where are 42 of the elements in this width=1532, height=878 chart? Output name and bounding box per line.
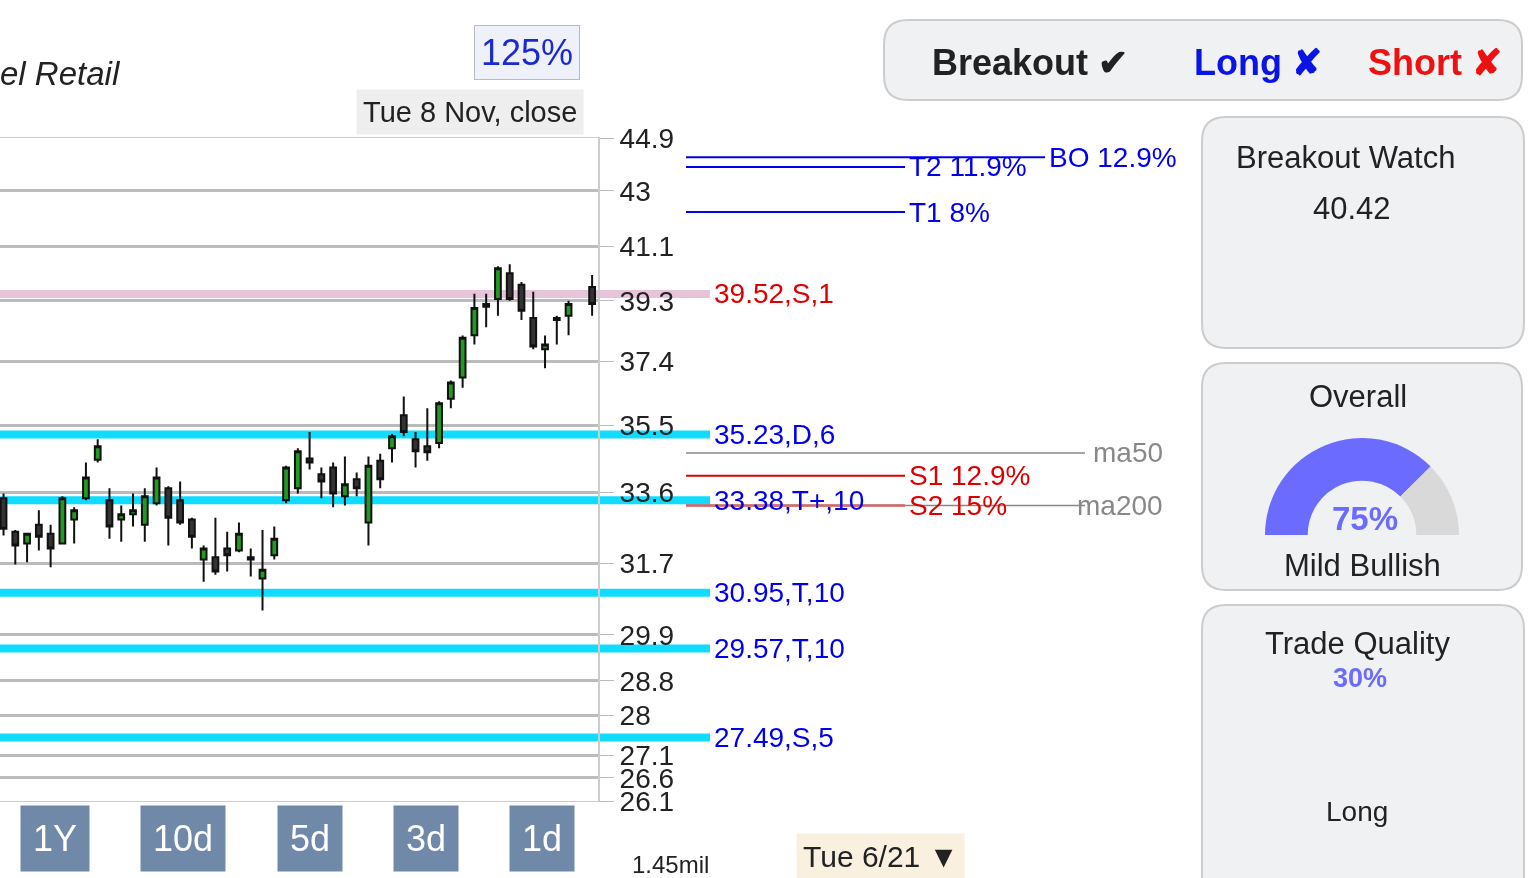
y-tick-label: 31.7 — [619, 548, 675, 580]
text: Tue 6/21 ▼ — [803, 840, 959, 873]
text: 1.45mil — [632, 851, 710, 878]
ref-line-label: ma50 — [1093, 437, 1164, 468]
ref-line-label: 29.57,T,10 — [714, 633, 845, 664]
chart-title: Overall — [1309, 379, 1408, 414]
ref-line-label: 39.52,S,1 — [714, 278, 834, 309]
text: Breakout ✔ — [932, 42, 1129, 83]
text: 125% — [481, 32, 574, 73]
data-label: 75% — [1332, 500, 1399, 537]
text: Long ✘ — [1194, 42, 1322, 83]
ref-line-label: 35.23,D,6 — [714, 419, 836, 450]
ref-line-label: S1 12.9% — [909, 460, 1031, 491]
text: 5d — [290, 818, 331, 859]
text: 3d — [406, 818, 447, 859]
ref-line-label: 27.49,S,5 — [714, 722, 834, 753]
text: Trade Quality — [1265, 626, 1451, 661]
y-tick-label: 39.3 — [619, 285, 675, 317]
y-tick-label: 43 — [619, 175, 651, 207]
y-tick-label: 28.8 — [619, 665, 675, 697]
y-tick-label: 28 — [619, 699, 651, 731]
y-tick-label: 41.1 — [619, 230, 675, 262]
chart-subtitle: Tue 8 Nov, close — [363, 96, 578, 128]
text: Short ✘ — [1368, 42, 1502, 83]
text: 1d — [522, 818, 563, 859]
text: Mild Bullish — [1284, 548, 1441, 583]
ref-line-label: S2 15% — [909, 490, 1008, 521]
ref-line-label: 30.95,T,10 — [714, 577, 845, 608]
y-tick-label: 37.4 — [619, 346, 675, 378]
text: Breakout Watch — [1236, 140, 1456, 175]
text: 10d — [153, 818, 214, 859]
y-tick-label: 29.9 — [619, 619, 675, 651]
ref-line-label: ma200 — [1077, 490, 1163, 521]
text: 1Y — [33, 818, 78, 859]
ref-line-label: BO 12.9% — [1049, 142, 1177, 173]
y-tick-label: 44.9 — [619, 122, 675, 154]
chart-title: el Retail — [0, 54, 121, 92]
text: 40.42 — [1313, 191, 1391, 226]
ref-line-label: 33.38,T+,10 — [714, 485, 865, 516]
text: 30% — [1333, 663, 1388, 693]
text: Long — [1326, 796, 1389, 827]
ref-line-label: T1 8% — [909, 197, 990, 228]
